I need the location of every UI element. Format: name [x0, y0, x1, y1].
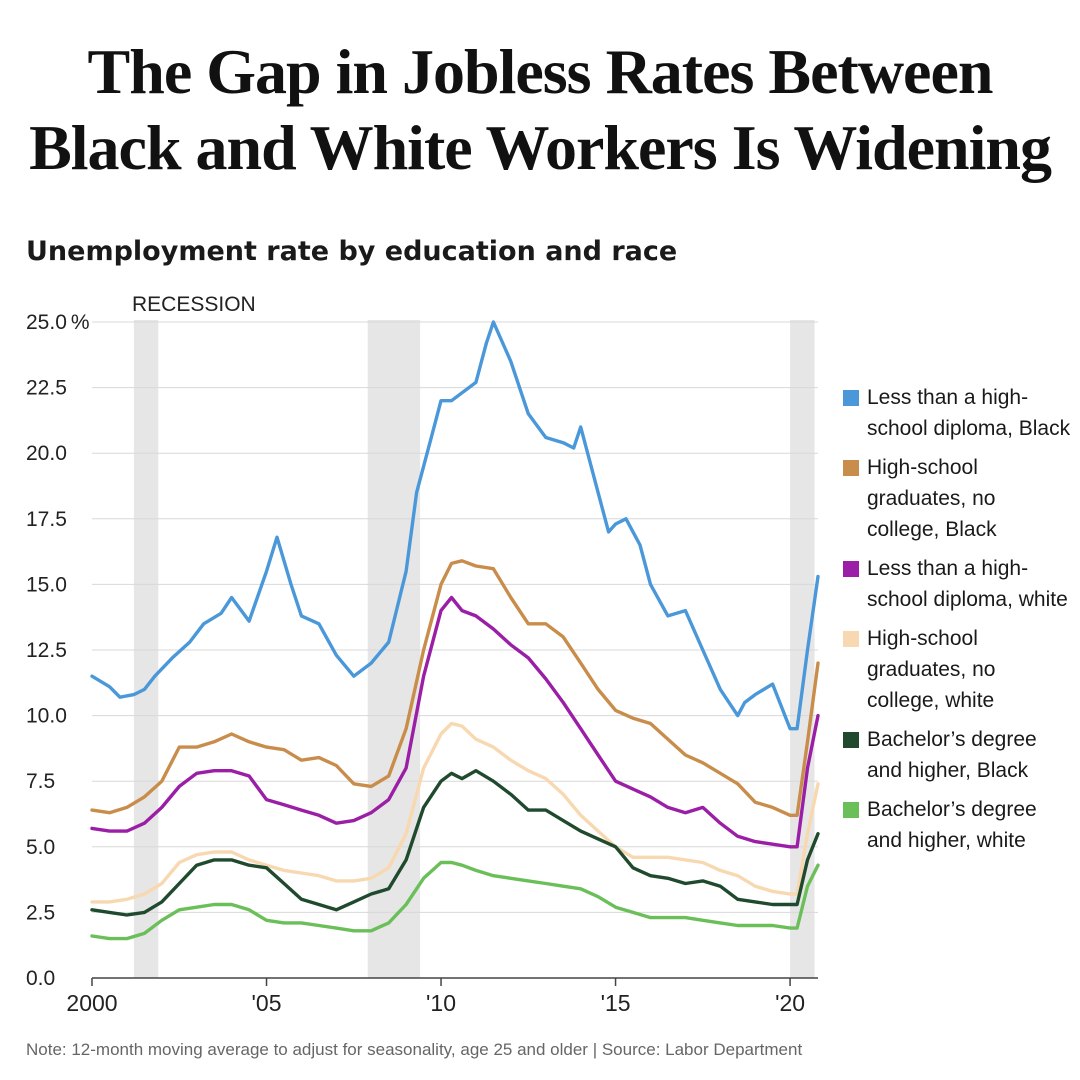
headline-line-2: Black and White Workers Is Widening — [29, 112, 1052, 183]
series-line-high-school-graduates-no-college-white — [90, 721, 820, 904]
legend-swatch — [843, 802, 859, 818]
source-note: Note: 12-month moving average to adjust … — [26, 1040, 803, 1059]
gridlines — [92, 321, 818, 979]
series-line-high-school-graduates-no-college-black — [90, 559, 820, 817]
recession-bands — [133, 320, 815, 978]
y-tick-label: 0.0 — [26, 967, 55, 990]
legend-label: Bachelor’s degree and higher, Black — [867, 728, 1037, 782]
recession-label: RECESSION — [132, 293, 256, 316]
legend-entry: High-school graduates, no college, white — [843, 623, 1073, 716]
legend-entry: Less than a high-school diploma, Black — [843, 382, 1073, 444]
x-tick-label: '15 — [601, 990, 631, 1016]
legend-swatch — [843, 390, 859, 406]
series-line-bachelor-s-degree-and-higher-white — [90, 860, 820, 941]
y-tick-label: 22.5 — [26, 377, 67, 400]
legend-swatch — [843, 460, 859, 476]
y-tick-label: 5.0 — [26, 836, 55, 859]
headline-line-1: The Gap in Jobless Rates Between — [87, 36, 994, 107]
recession-band-2 — [367, 320, 421, 978]
series-line-less-than-a-high-school-diploma-black — [90, 320, 820, 731]
series-lines — [90, 320, 820, 941]
legend-swatch — [843, 561, 859, 577]
legend-swatch — [843, 631, 859, 647]
series-line-bachelor-s-degree-and-higher-black — [90, 769, 820, 917]
x-tick-label: 2000 — [66, 990, 117, 1016]
series-line-less-than-a-high-school-diploma-white — [90, 595, 820, 849]
legend: Less than a high-school diploma, Black Hi… — [843, 382, 1073, 864]
x-tick-label: '10 — [426, 990, 456, 1016]
y-tick-label: 12.5 — [26, 639, 67, 662]
y-tick-label: 25.0% — [26, 311, 90, 334]
headline: The Gap in Jobless Rates Between Black a… — [0, 34, 1080, 186]
y-tick-label: 17.5 — [26, 508, 67, 531]
y-axis-ticks: 25.0 % 22.5 20.0 17.5 15.0 12.5 10.0 7.5 5.0 2.5 0.… — [26, 311, 90, 990]
y-unit-label: % — [71, 311, 90, 334]
y-tick-label: 10.0 — [26, 705, 67, 728]
legend-entry: High-school graduates, no college, Black — [843, 452, 1073, 545]
legend-label: Less than a high-school diploma, white — [867, 557, 1068, 611]
legend-entry: Bachelor’s degree and higher, Black — [843, 724, 1073, 786]
legend-label: Less than a high-school diploma, Black — [867, 386, 1071, 440]
y-tick-label: 2.5 — [26, 901, 55, 924]
y-tick-label: 15.0 — [26, 573, 67, 596]
x-axis-ticks: 2000 '05 '10 '15 '20 — [66, 978, 805, 1016]
y-tick-label: 20.0 — [26, 442, 67, 465]
x-tick-label: '05 — [252, 990, 282, 1016]
x-tick-label: '20 — [775, 990, 805, 1016]
recession-band-1 — [133, 320, 159, 978]
legend-label: High-school graduates, no college, Black — [867, 456, 997, 541]
y-tick-label: 7.5 — [26, 770, 55, 793]
legend-swatch — [843, 732, 859, 748]
legend-entry: Bachelor’s degree and higher, white — [843, 794, 1073, 856]
legend-entry: Less than a high-school diploma, white — [843, 553, 1073, 615]
legend-label: High-school graduates, no college, white — [867, 627, 996, 712]
legend-label: Bachelor’s degree and higher, white — [867, 798, 1037, 852]
chart-title: Unemployment rate by education and race — [26, 236, 678, 267]
